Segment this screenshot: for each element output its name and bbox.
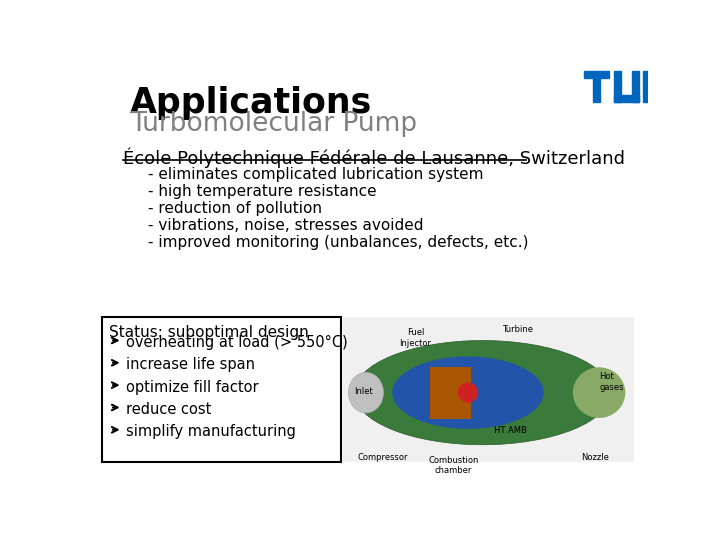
Bar [102,318,341,462]
Bar [593,78,600,102]
Text: reduce cost: reduce cost [126,402,211,417]
Ellipse shape [354,341,611,445]
Text: - vibrations, noise, stresses avoided: - vibrations, noise, stresses avoided [148,218,423,233]
Text: Status: suboptimal design: Status: suboptimal design [109,325,308,340]
Text: Fuel
Injector: Fuel Injector [400,328,431,348]
Bar [631,71,639,102]
Bar [343,318,634,462]
Text: optimize fill factor: optimize fill factor [126,380,258,395]
Bar [644,71,650,102]
Text: overheating at load (> 550°C): overheating at load (> 550°C) [126,335,347,350]
Text: increase life span: increase life span [126,357,255,373]
Text: - reduction of pollution: - reduction of pollution [148,201,322,216]
Bar [650,79,657,88]
Text: - eliminates complicated lubrication system: - eliminates complicated lubrication sys… [148,167,484,182]
Bar [585,71,609,78]
Bar [654,87,662,97]
Text: HT AMB: HT AMB [494,426,527,435]
Text: Compressor: Compressor [357,453,408,462]
Text: Inlet: Inlet [354,387,373,396]
Bar [614,95,639,102]
Text: Turbomolecular Pump: Turbomolecular Pump [130,111,418,137]
Text: Hot
gases: Hot gases [599,373,624,392]
Text: École Polytechnique Fédérale de Lausanne, Switzerland: École Polytechnique Fédérale de Lausanne… [122,148,624,168]
Text: Turbine: Turbine [502,325,533,334]
Ellipse shape [348,373,384,413]
Ellipse shape [392,356,544,429]
Bar [430,367,471,418]
Ellipse shape [573,367,625,418]
Text: simplify manufacturing: simplify manufacturing [126,424,295,440]
Text: Combustion
chamber: Combustion chamber [428,456,479,475]
Bar [659,79,666,88]
Bar [614,71,621,102]
Text: - improved monitoring (unbalances, defects, etc.): - improved monitoring (unbalances, defec… [148,235,528,250]
Bar [666,71,672,102]
Text: Nozzle: Nozzle [582,453,609,462]
Circle shape [458,382,478,403]
Text: Applications: Applications [130,86,372,120]
Text: - high temperature resistance: - high temperature resistance [148,184,377,199]
